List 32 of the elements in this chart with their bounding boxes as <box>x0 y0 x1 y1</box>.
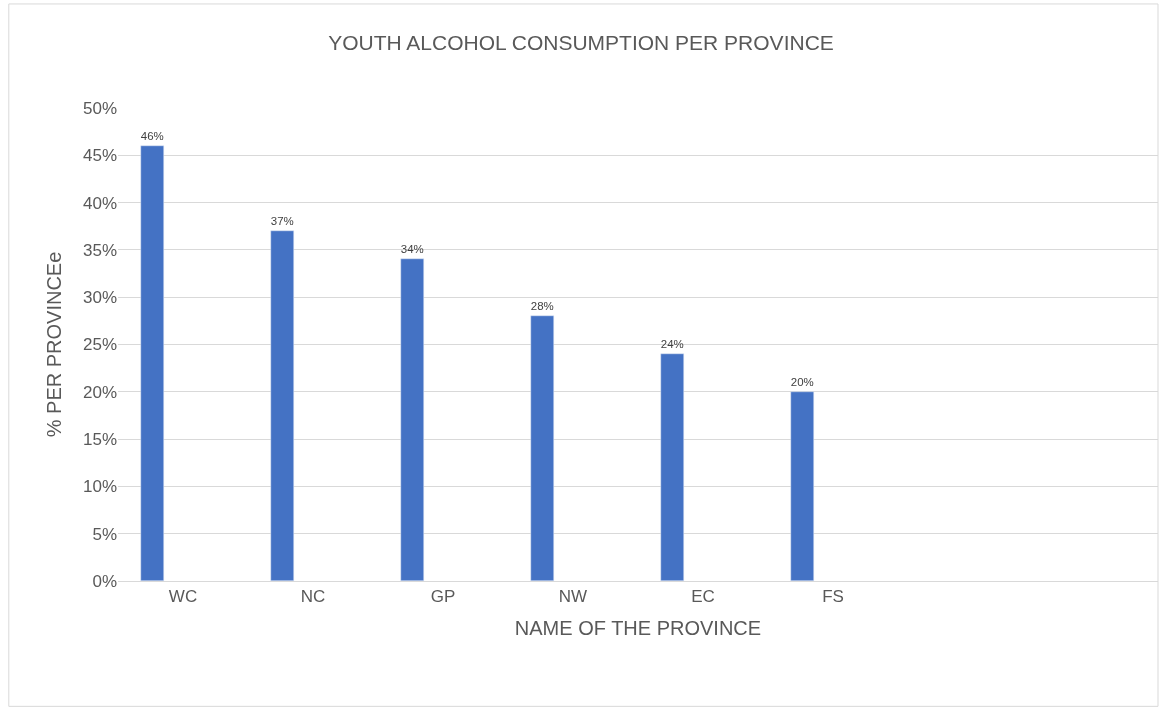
data-label: 37% <box>270 215 294 228</box>
data-label: 28% <box>530 300 554 313</box>
bar <box>530 315 554 581</box>
bar <box>270 230 294 581</box>
data-label: 34% <box>400 243 424 256</box>
data-label: 20% <box>790 376 814 389</box>
bar <box>790 391 814 581</box>
x-tick-label: NW <box>558 587 588 607</box>
y-tick-label: 20% <box>82 382 117 402</box>
y-tick-label: 0% <box>92 571 117 591</box>
y-tick-label: 10% <box>82 477 117 497</box>
bar <box>400 258 424 581</box>
y-axis-title: % PER PROVINCEe <box>43 251 66 438</box>
chart-title: YOUTH ALCOHOL CONSUMPTION PER PROVINCE <box>328 31 834 55</box>
y-tick-label: 15% <box>82 430 117 450</box>
y-tick-label: 5% <box>92 524 117 544</box>
y-tick-label: 35% <box>82 240 117 260</box>
y-tick-label: 40% <box>82 193 117 213</box>
y-tick-label: 45% <box>82 146 117 166</box>
bar <box>140 145 164 581</box>
y-tick-label: 30% <box>82 288 117 308</box>
data-label: 46% <box>140 130 164 143</box>
y-tick-label: 25% <box>82 335 117 355</box>
x-tick-label: GP <box>430 587 456 607</box>
x-axis-title: NAME OF THE PROVINCE <box>514 616 762 639</box>
y-tick-label: 50% <box>82 98 117 118</box>
bar <box>660 353 684 581</box>
x-tick-label: FS <box>822 587 844 607</box>
x-tick-label: NC <box>300 587 326 607</box>
x-tick-label: EC <box>691 587 715 607</box>
data-label: 24% <box>660 338 684 351</box>
x-tick-label: WC <box>168 587 198 607</box>
